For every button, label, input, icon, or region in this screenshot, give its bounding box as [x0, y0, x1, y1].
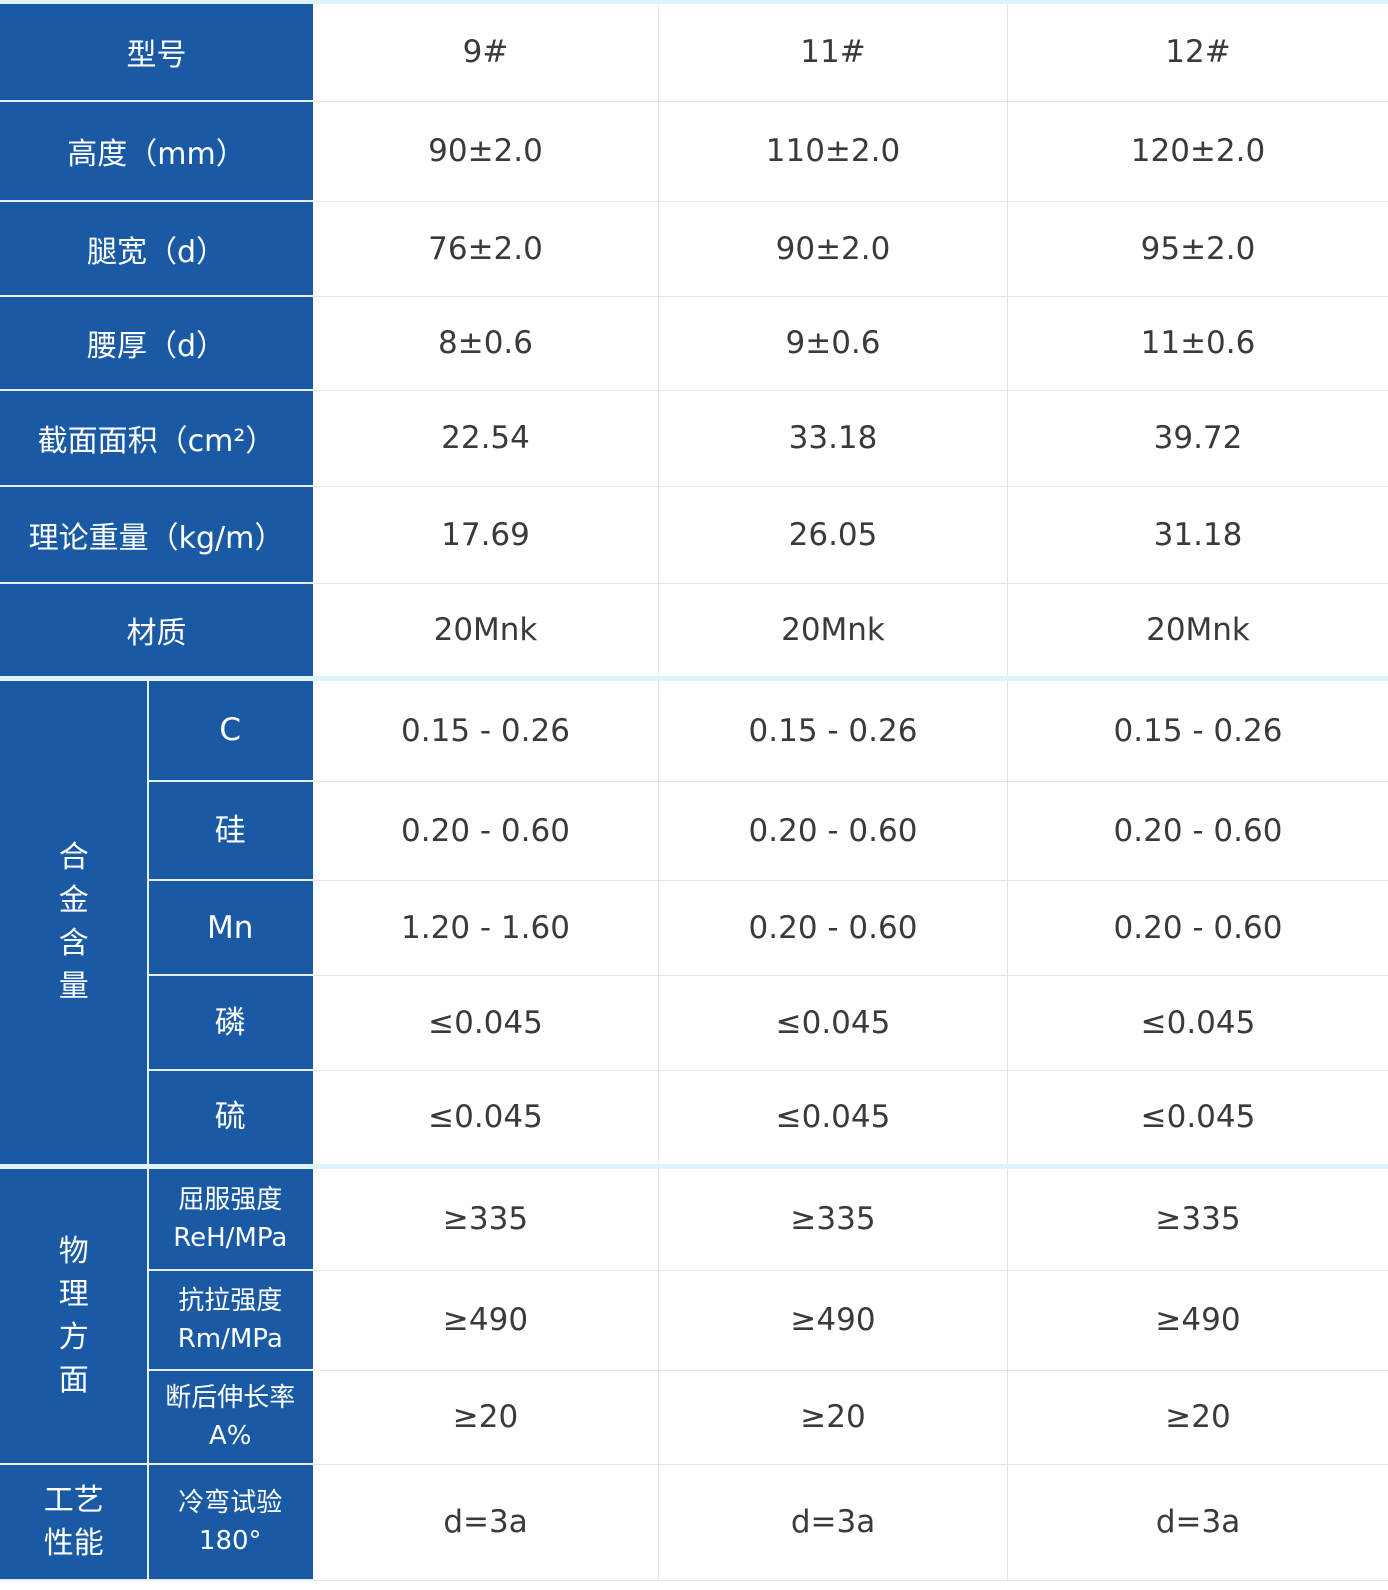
value-cell: 120±2.0 — [1007, 100, 1388, 202]
row-header: 硫 — [146, 1069, 313, 1167]
value-cell: ≥490 — [1007, 1269, 1388, 1371]
value-cell: ≥335 — [658, 1163, 1008, 1271]
table-row: 合金含量 C 0.15 - 0.26 0.15 - 0.26 0.15 - 0.26 — [0, 675, 1388, 1167]
table-row: 材质 20Mnk 20Mnk 20Mnk — [0, 582, 1388, 679]
group-label: 合金含量 — [0, 675, 148, 1167]
row-header: 高度（mm） — [0, 100, 313, 202]
table-row: 硅 0.20 - 0.60 0.20 - 0.60 0.20 - 0.60 — [1, 780, 1388, 881]
value-cell: d=3a — [312, 1463, 659, 1581]
table-row: 理论重量（kg/m） 17.69 26.05 31.18 — [0, 485, 1388, 584]
value-cell: d=3a — [1007, 1463, 1388, 1581]
value-cell: ≤0.045 — [1007, 1069, 1388, 1167]
value-cell: ≤0.045 — [1007, 974, 1388, 1071]
row-header: 磷 — [146, 974, 313, 1071]
row-header: 屈服强度 ReH/MPa — [146, 1163, 313, 1271]
value-cell: 0.20 - 0.60 — [1007, 780, 1388, 881]
table-row: 抗拉强度 Rm/MPa ≥490 ≥490 ≥490 — [1, 1269, 1388, 1371]
row-header: 硅 — [146, 780, 313, 881]
value-cell: 33.18 — [658, 389, 1008, 487]
value-cell: 39.72 — [1007, 389, 1388, 487]
value-cell: 0.15 - 0.26 — [658, 675, 1008, 782]
value-cell: ≥20 — [312, 1369, 659, 1465]
value-cell: 9±0.6 — [658, 295, 1008, 391]
table-row: 工艺性能 冷弯试验 180° d=3a d=3a d=3a — [0, 1463, 1388, 1581]
value-cell: 0.15 - 0.26 — [312, 675, 659, 782]
table-row: Mn 1.20 - 1.60 0.20 - 0.60 0.20 - 0.60 — [1, 879, 1388, 976]
value-cell: 90±2.0 — [658, 200, 1008, 297]
value-cell: 110±2.0 — [658, 100, 1008, 202]
row-header: 断后伸长率 A% — [146, 1369, 313, 1465]
row-header: 抗拉强度 Rm/MPa — [146, 1269, 313, 1371]
value-cell: ≥490 — [312, 1269, 659, 1371]
value-cell: 90±2.0 — [312, 100, 659, 202]
value-cell: 1.20 - 1.60 — [312, 879, 659, 976]
value-cell: ≥490 — [658, 1269, 1008, 1371]
value-cell: 20Mnk — [1007, 582, 1388, 679]
row-header: 腰厚（d） — [0, 295, 313, 391]
value-cell: ≥20 — [658, 1369, 1008, 1465]
row-header: 材质 — [0, 582, 313, 679]
value-cell: 0.20 - 0.60 — [1007, 879, 1388, 976]
value-cell: 20Mnk — [658, 582, 1008, 679]
table-row: 型号 9# 11# 12# — [0, 1, 1388, 102]
value-cell: ≥335 — [312, 1163, 659, 1271]
value-cell: ≤0.045 — [658, 1069, 1008, 1167]
row-header: 腿宽（d） — [0, 200, 313, 297]
value-cell: d=3a — [658, 1463, 1008, 1581]
table-row: 物理方面 屈服强度 ReH/MPa ≥335 ≥335 ≥335 — [0, 1163, 1388, 1465]
value-cell: 31.18 — [1007, 485, 1388, 584]
row-header: 截面面积（cm²） — [0, 389, 313, 487]
group-label: 工艺性能 — [0, 1463, 148, 1581]
row-header: 型号 — [0, 1, 313, 102]
value-cell: ≤0.045 — [312, 1069, 659, 1167]
value-cell: 95±2.0 — [1007, 200, 1388, 297]
row-header: 冷弯试验 180° — [146, 1463, 313, 1581]
value-cell: ≥335 — [1007, 1163, 1388, 1271]
model-cell: 9# — [312, 1, 659, 102]
model-cell: 11# — [658, 1, 1008, 102]
value-cell: 26.05 — [658, 485, 1008, 584]
model-cell: 12# — [1007, 1, 1388, 102]
value-cell: 0.20 - 0.60 — [658, 780, 1008, 881]
table-row: 磷 ≤0.045 ≤0.045 ≤0.045 — [1, 974, 1388, 1071]
value-cell: 17.69 — [312, 485, 659, 584]
value-cell: 8±0.6 — [312, 295, 659, 391]
value-cell: ≥20 — [1007, 1369, 1388, 1465]
row-header: C — [146, 675, 313, 782]
table-row: 硫 ≤0.045 ≤0.045 ≤0.045 — [1, 1069, 1388, 1167]
row-header: 理论重量（kg/m） — [0, 485, 313, 584]
row-header: Mn — [146, 879, 313, 976]
value-cell: 0.20 - 0.60 — [658, 879, 1008, 976]
value-cell: 0.20 - 0.60 — [312, 780, 659, 881]
table-row: 截面面积（cm²） 22.54 33.18 39.72 — [0, 389, 1388, 487]
value-cell: ≤0.045 — [312, 974, 659, 1071]
table-row: 断后伸长率 A% ≥20 ≥20 ≥20 — [1, 1369, 1388, 1465]
table-row: 腰厚（d） 8±0.6 9±0.6 11±0.6 — [0, 295, 1388, 391]
value-cell: 11±0.6 — [1007, 295, 1388, 391]
value-cell: 0.15 - 0.26 — [1007, 675, 1388, 782]
value-cell: 20Mnk — [312, 582, 659, 679]
value-cell: 76±2.0 — [312, 200, 659, 297]
table-row: 腿宽（d） 76±2.0 90±2.0 95±2.0 — [0, 200, 1388, 297]
table-row: 高度（mm） 90±2.0 110±2.0 120±2.0 — [0, 100, 1388, 202]
value-cell: ≤0.045 — [658, 974, 1008, 1071]
group-label: 物理方面 — [0, 1163, 148, 1465]
value-cell: 22.54 — [312, 389, 659, 487]
